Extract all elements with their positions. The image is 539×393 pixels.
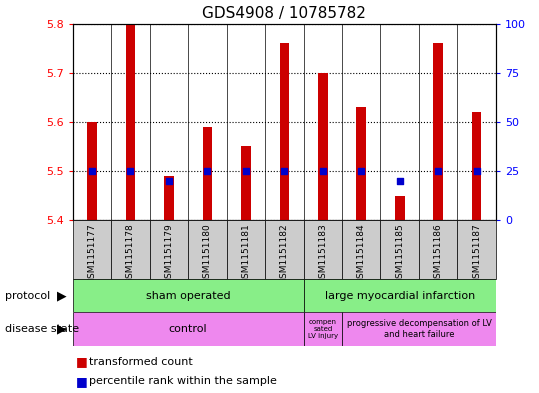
Bar	[150, 220, 188, 279]
Text: ■: ■	[75, 375, 87, 388]
Text: GSM1151182: GSM1151182	[280, 223, 289, 284]
Bar	[111, 220, 150, 279]
Text: ▶: ▶	[57, 323, 67, 336]
Bar	[203, 127, 212, 220]
Text: GSM1151183: GSM1151183	[319, 223, 327, 284]
Text: large myocardial infarction: large myocardial infarction	[324, 291, 475, 301]
Text: compen
sated
LV injury: compen sated LV injury	[308, 319, 338, 339]
Bar	[280, 43, 289, 220]
Bar	[318, 73, 328, 220]
Text: ▶: ▶	[57, 289, 67, 302]
Text: GSM1151179: GSM1151179	[164, 223, 174, 284]
Point	[241, 168, 250, 174]
Point	[472, 168, 481, 174]
Bar	[356, 107, 366, 220]
Point	[164, 178, 173, 184]
Bar	[241, 147, 251, 220]
Text: progressive decompensation of LV
and heart failure: progressive decompensation of LV and hea…	[347, 320, 492, 339]
Text: control: control	[169, 324, 208, 334]
Text: GSM1151181: GSM1151181	[241, 223, 250, 284]
Title: GDS4908 / 10785782: GDS4908 / 10785782	[202, 6, 367, 21]
Bar	[126, 24, 135, 220]
Text: protocol: protocol	[5, 291, 51, 301]
Text: GSM1151184: GSM1151184	[357, 223, 366, 284]
Bar	[303, 312, 342, 346]
Point	[88, 168, 96, 174]
Bar	[73, 220, 111, 279]
Bar	[73, 279, 303, 312]
Text: disease state: disease state	[5, 324, 80, 334]
Point	[396, 178, 404, 184]
Text: GSM1151185: GSM1151185	[395, 223, 404, 284]
Point	[357, 168, 365, 174]
Point	[126, 168, 135, 174]
Bar	[87, 122, 97, 220]
Point	[319, 168, 327, 174]
Bar	[472, 112, 481, 220]
Bar	[73, 312, 303, 346]
Bar	[226, 220, 265, 279]
Bar	[342, 312, 496, 346]
Text: GSM1151177: GSM1151177	[87, 223, 96, 284]
Bar	[342, 220, 381, 279]
Text: transformed count: transformed count	[89, 356, 192, 367]
Bar	[458, 220, 496, 279]
Bar	[188, 220, 226, 279]
Bar	[303, 220, 342, 279]
Point	[280, 168, 289, 174]
Text: ■: ■	[75, 355, 87, 368]
Text: percentile rank within the sample: percentile rank within the sample	[89, 376, 277, 386]
Bar	[265, 220, 303, 279]
Bar	[419, 220, 458, 279]
Bar	[381, 220, 419, 279]
Bar	[433, 43, 443, 220]
Text: GSM1151186: GSM1151186	[434, 223, 443, 284]
Bar	[164, 176, 174, 220]
Text: GSM1151187: GSM1151187	[472, 223, 481, 284]
Text: GSM1151180: GSM1151180	[203, 223, 212, 284]
Text: GSM1151178: GSM1151178	[126, 223, 135, 284]
Bar	[395, 195, 405, 220]
Point	[434, 168, 443, 174]
Text: sham operated: sham operated	[146, 291, 231, 301]
Bar	[303, 279, 496, 312]
Point	[203, 168, 212, 174]
